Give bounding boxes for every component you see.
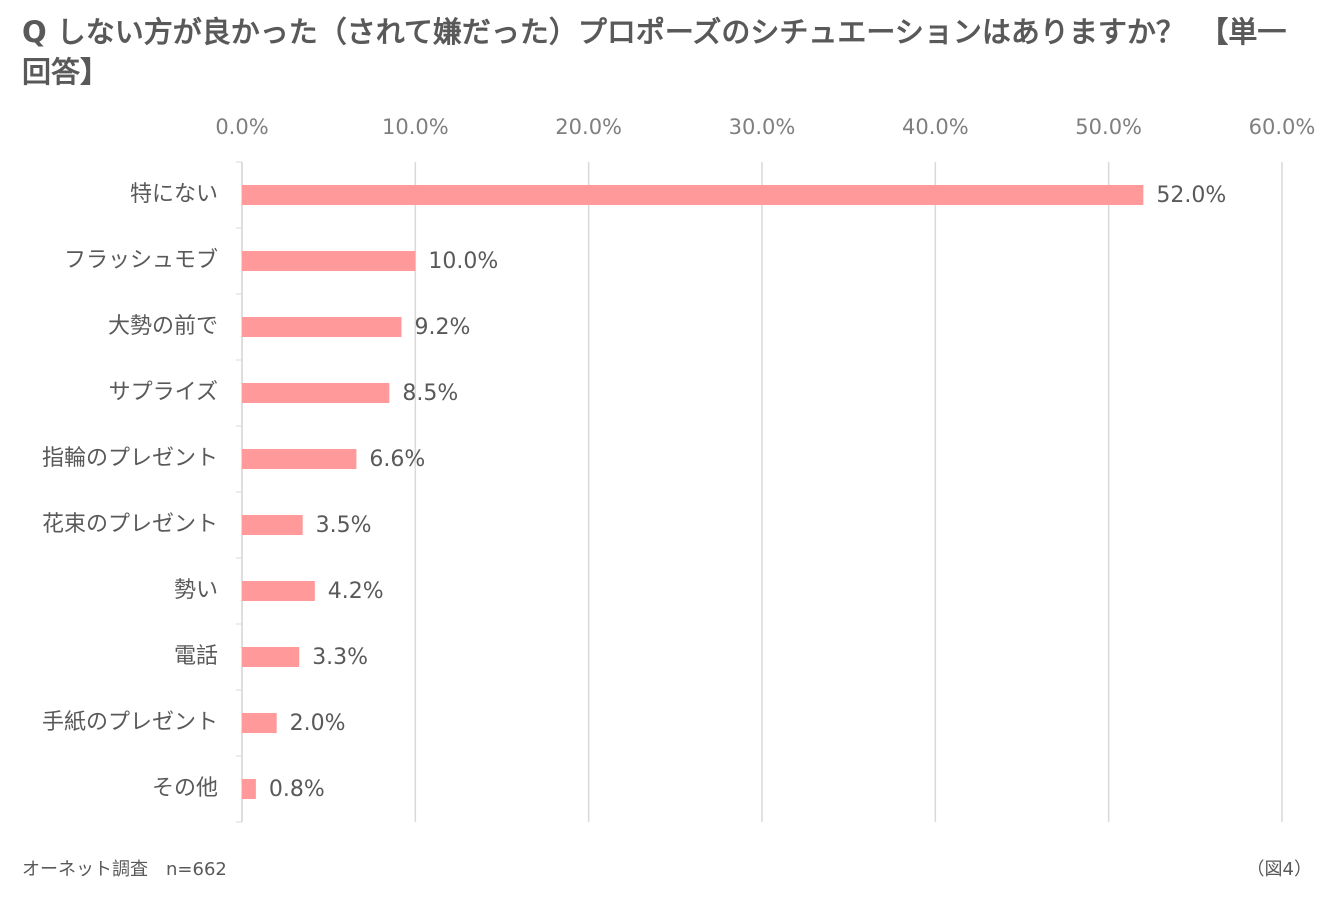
bar <box>242 383 390 403</box>
y-tick-label: フラッシュモブ <box>64 248 218 273</box>
y-tick-label: 電話 <box>174 644 218 669</box>
x-tick-label: 60.0% <box>1249 115 1316 139</box>
data-label: 3.3% <box>312 645 368 670</box>
data-label: 9.2% <box>414 315 470 340</box>
y-tick-label: 指輪のプレゼント <box>42 446 218 471</box>
data-label: 2.0% <box>290 711 346 736</box>
data-label: 6.6% <box>369 447 425 472</box>
bar <box>242 647 300 667</box>
y-tick-label: 手紙のプレゼント <box>42 710 218 735</box>
data-label: 52.0% <box>1156 183 1226 208</box>
bar <box>242 251 416 271</box>
bar <box>242 779 256 799</box>
x-tick-label: 30.0% <box>729 115 796 139</box>
y-tick-label: 勢い <box>174 578 218 603</box>
x-tick-label: 20.0% <box>555 115 622 139</box>
data-label: 0.8% <box>269 777 325 802</box>
bar <box>242 713 277 733</box>
bar <box>242 581 315 601</box>
y-tick-label: 大勢の前で <box>108 314 218 339</box>
x-tick-label: 40.0% <box>902 115 969 139</box>
data-label: 10.0% <box>428 249 498 274</box>
data-label: 8.5% <box>402 381 458 406</box>
bar <box>242 317 402 337</box>
chart-title: Q しない方が良かった（されて嫌だった）プロポーズのシチュエーションはありますか… <box>22 15 1287 89</box>
y-tick-label: サプライズ <box>109 380 218 405</box>
bar <box>242 185 1144 205</box>
source-note: オーネット調査 n=662 <box>22 859 227 880</box>
x-tick-label: 10.0% <box>382 115 449 139</box>
bar <box>242 515 303 535</box>
y-tick-label: 特にない <box>130 182 218 207</box>
y-tick-label: 花束のプレゼント <box>42 512 218 537</box>
bar <box>242 449 357 469</box>
data-label: 4.2% <box>328 579 384 604</box>
data-label: 3.5% <box>316 513 372 538</box>
figure-label: （図4） <box>1247 859 1312 880</box>
x-tick-label: 50.0% <box>1075 115 1142 139</box>
y-tick-label: その他 <box>152 776 218 801</box>
x-tick-label: 0.0% <box>215 115 268 139</box>
